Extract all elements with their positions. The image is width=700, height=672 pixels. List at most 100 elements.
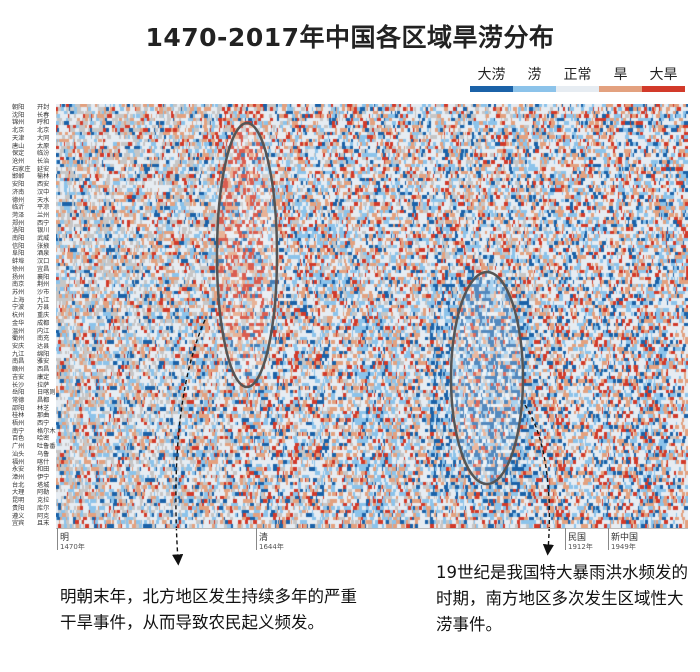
station-label-left: 朝阳: [12, 104, 25, 111]
era-label-xinzhongguo: 新中国: [611, 533, 639, 543]
station-label-right: 西宁: [37, 219, 50, 227]
station-label-right: 喀什: [37, 458, 50, 466]
tick-xinzhongguo: [608, 528, 609, 550]
station-label-left: 上海: [12, 296, 25, 304]
station-label-right: 临汾: [37, 150, 50, 158]
arrow-19c: [524, 404, 555, 556]
station-label-left: 阜阳: [12, 250, 25, 258]
drought-flood-heatmap: [56, 104, 688, 528]
station-label-right: 呼和: [37, 119, 50, 127]
station-label-right: 昌都: [37, 396, 50, 404]
station-label-left: 菏泽: [12, 211, 25, 219]
station-label-left: 梧州: [12, 420, 25, 428]
station-label-left: 邯郸: [12, 173, 25, 181]
station-label-left: 昆明: [12, 497, 25, 505]
station-label-left: 郑州: [12, 219, 25, 227]
station-label-right: 酒泉: [37, 250, 50, 258]
station-label-right: 库尔: [37, 504, 50, 512]
station-label-right: 荆州: [37, 281, 50, 289]
station-label-left: 唐山: [12, 142, 25, 150]
station-label-right: 开封: [37, 104, 50, 111]
station-label-right: 西宁: [37, 420, 50, 428]
station-label-left: 信阳: [12, 242, 25, 250]
station-label-right: 万县: [37, 304, 50, 312]
station-label-left: 南京: [12, 281, 25, 289]
legend: 大涝 涝 正常 旱 大旱: [470, 64, 686, 98]
station-label-left: 邵阳: [12, 404, 25, 412]
station-label-left: 苏州: [12, 289, 25, 297]
station-label-right: 天水: [37, 196, 50, 204]
station-label-left: 吉安: [12, 373, 25, 381]
station-label-left: 大理: [12, 489, 25, 497]
era-label-qing: 清: [259, 533, 269, 543]
station-label-left: 台北: [12, 481, 25, 489]
station-label-right: 格尔木: [37, 427, 56, 435]
station-label-right: 日喀则: [37, 389, 56, 397]
legend-label-severe-flood: 大涝: [477, 67, 506, 83]
legend-swatch-drought: [599, 86, 642, 92]
station-label-left: 沧州: [12, 157, 25, 165]
year-label-ming: 1470年: [60, 543, 85, 551]
station-label-left: 温州: [12, 327, 25, 335]
station-label-right: 宜昌: [37, 265, 50, 273]
station-label-left: 永安: [12, 466, 25, 474]
station-label-left: 桂林: [12, 412, 25, 420]
station-label-right: 张掖: [37, 242, 50, 250]
legend-swatch-severe-drought: [642, 86, 685, 92]
station-label-left: 徐州: [12, 265, 25, 273]
station-label-right: 拉萨: [37, 381, 50, 389]
station-label-right: 和田: [37, 466, 50, 474]
era-label-ming: 明: [60, 533, 70, 543]
highlight-19c-flood: [449, 270, 525, 486]
station-label-left: 广州: [12, 443, 25, 451]
station-label-right: 汉中: [37, 188, 50, 196]
station-label-right: 乌鲁: [37, 450, 50, 458]
station-label-right: 伊宁: [37, 474, 50, 482]
tick-qing: [256, 528, 257, 550]
station-label-right: 平凉: [37, 204, 50, 212]
legend-label-flood: 涝: [527, 67, 542, 83]
station-label-right: 绵阳: [37, 350, 50, 358]
station-label-left: 百色: [12, 435, 25, 443]
station-label-left: 南阳: [12, 235, 25, 243]
station-label-right: 阿克: [37, 512, 50, 520]
station-label-right: 内江: [37, 327, 50, 335]
station-label-left: 北京: [12, 127, 25, 135]
station-label-right: 北京: [37, 127, 50, 135]
station-label-left: 金华: [12, 319, 25, 327]
station-label-right: 且末: [37, 520, 50, 528]
year-label-xinzhongguo: 1949年: [611, 543, 636, 551]
station-label-right: 林芝: [37, 404, 50, 412]
station-label-right: 雅安: [37, 358, 50, 366]
station-label-right: 西安: [37, 181, 50, 189]
station-label-right: 武威: [37, 235, 50, 243]
station-labels: 朝阳 沈阳 锦州 北京 天津 唐山 保定 沧州 石家庄 邯郸 安阳 济南 德州 临沂 菏泽 郑州 洛阳 南阳 信阳阜…: [4, 104, 56, 528]
station-label-left: 扬州: [12, 273, 25, 281]
station-label-right: 阿勒: [37, 489, 50, 497]
station-label-left: 赣州: [12, 366, 25, 374]
station-label-right: 兰州: [37, 211, 50, 219]
station-label-right: 哈密: [37, 435, 50, 443]
year-label-qing: 1644年: [259, 543, 284, 551]
station-label-right: 塔城: [37, 481, 50, 489]
station-label-right: 沙市: [37, 289, 50, 297]
station-label-left: 石家庄: [12, 165, 31, 173]
station-label-right: 康定: [37, 373, 50, 381]
station-label-right: 榆林: [37, 173, 50, 181]
station-label-left: 贵阳: [12, 504, 25, 512]
station-label-right: 克拉: [37, 497, 50, 505]
station-label-right: 延安: [37, 165, 50, 173]
tick-minguo: [565, 528, 566, 550]
station-label-left: 德州: [12, 196, 25, 204]
station-label-right: 太原: [37, 142, 50, 150]
station-label-left: 遵义: [12, 512, 25, 520]
station-label-right: 那曲: [37, 412, 50, 420]
station-label-left: 宁波: [12, 304, 25, 312]
station-label-left: 常德: [12, 396, 25, 404]
station-label-left: 临沂: [12, 204, 25, 212]
station-label-left: 保定: [12, 150, 25, 158]
station-label-right: 重庆: [37, 312, 50, 320]
station-label-right: 长治: [37, 157, 50, 165]
station-label-left: 南昌: [12, 358, 25, 366]
